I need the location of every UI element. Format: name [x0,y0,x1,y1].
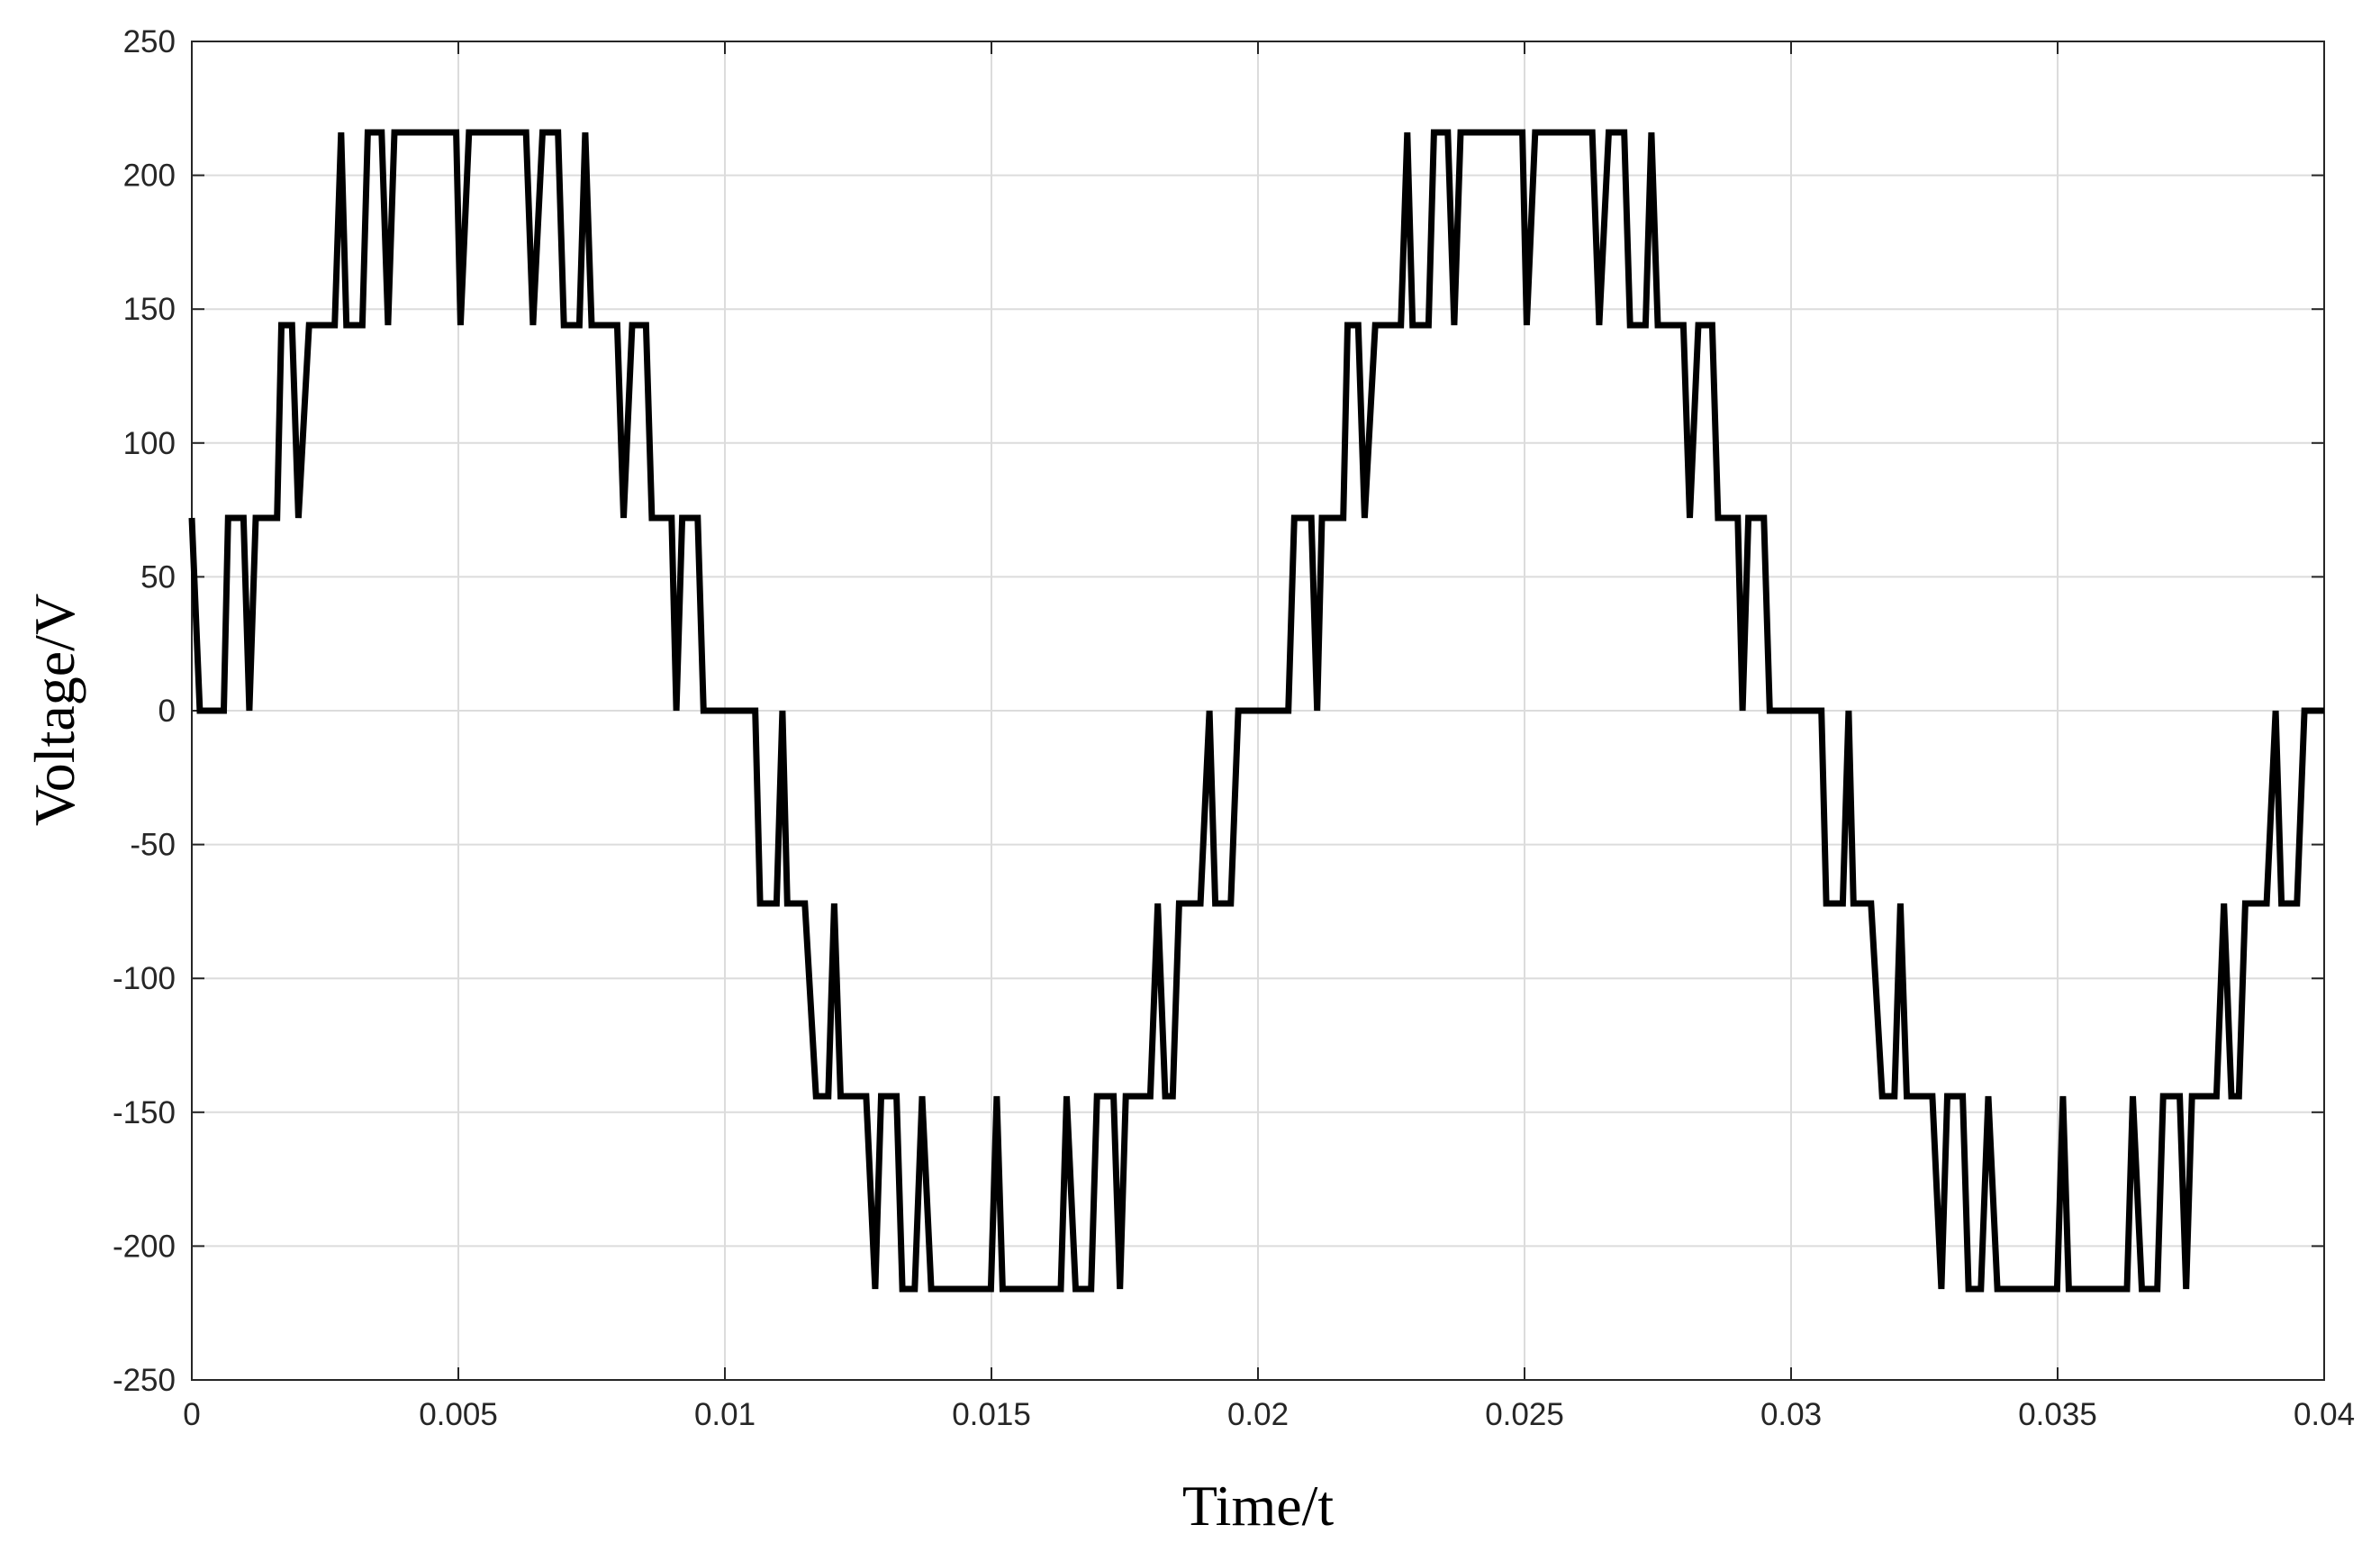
x-tick-label: 0.03 [1760,1397,1822,1432]
y-tick-label: -200 [113,1229,176,1264]
x-tick-label: 0.04 [2294,1397,2355,1432]
y-tick-label: 0 [158,694,176,729]
y-tick-label: -150 [113,1095,176,1130]
x-tick-label: 0.035 [2018,1397,2097,1432]
x-tick-label: 0.01 [694,1397,756,1432]
y-tick-label: -50 [130,828,176,863]
waveform-line [188,129,2324,1293]
y-axis-label: Voltage/V [23,594,86,826]
y-tick-label: 50 [140,559,176,594]
y-tick-label: 100 [123,426,176,461]
x-tick-label: 0 [183,1397,200,1432]
y-tick-label: -250 [113,1363,176,1398]
y-tick-label: -100 [113,961,176,996]
x-tick-label: 0.02 [1227,1397,1289,1432]
y-tick-label: 200 [123,159,176,194]
x-tick-label: 0.025 [1485,1397,1564,1432]
x-tick-label: 0.005 [419,1397,498,1432]
y-tick-label: 250 [123,24,176,59]
y-tick-label: 150 [123,292,176,327]
x-axis-label: Time/t [1182,1474,1335,1538]
x-tick-label: 0.015 [952,1397,1031,1432]
